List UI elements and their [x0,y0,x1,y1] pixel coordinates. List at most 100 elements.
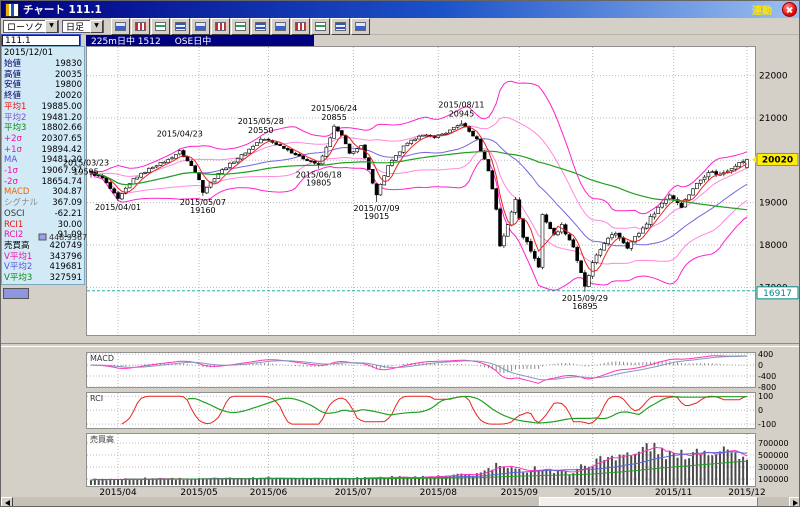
timeframe-select[interactable]: 日足 ▼ [62,19,105,33]
macd-axis-label: 0 [758,361,763,370]
quote-rows: 始値 19830 高値 20035 安値 19800 終値 20020 平均1 19885.00 平… [2,59,84,284]
price-axis-label: 20000 [759,156,788,166]
search-icon [355,21,367,31]
ma2-line [90,138,748,247]
tab-instrument[interactable]: 225m日中 1512 [91,37,161,47]
new-window-icon [215,21,227,31]
new-window-icon[interactable] [211,17,231,35]
chevron-down-icon[interactable]: ▼ [90,19,104,33]
trendline-icon[interactable] [291,17,311,35]
tick-list-icon [115,21,127,31]
chart-annotation: 20855 [321,113,346,122]
quote-row: 平均3 18802.66 [4,123,82,134]
candles [89,120,749,292]
vma2-line [90,451,748,481]
eraser-icon[interactable] [331,17,351,35]
drawing-color-swatch[interactable] [3,288,29,299]
eraser-icon [335,21,347,31]
last-price-badge [756,152,799,166]
tab-session[interactable]: OSE日中 [174,37,212,47]
vma1-line [90,446,748,481]
quote-row: RCI2 91.09 [4,230,82,241]
macd-signal-line [91,355,747,381]
volume-axis-label: 300000 [758,463,789,472]
quote-row: MA 19481.20 [4,155,82,166]
chart-type-select[interactable]: ローソク ▼ [3,19,60,33]
bollinger-upper2-line [90,80,748,215]
symbol-input[interactable] [2,35,80,46]
instrument-tabstrip: 225m日中 1512 OSE日中 [86,35,314,47]
chart-type-value: ローソク [7,22,44,33]
mini-chart-icon[interactable] [151,17,171,35]
rci1-line [121,395,748,425]
rci-plot-bg [86,392,756,429]
price-axis-label: 19000 [759,199,788,209]
triangle-right-icon [792,499,798,506]
chart-annotation: 2015/07/09 [353,204,399,213]
chart-annotation: 2015/04/01 [95,203,141,212]
scroll-right-button[interactable] [789,497,799,506]
window-title: チャート 111.1 [23,4,102,16]
quote-row: 平均2 19481.20 [4,112,82,123]
macd-plot-bg [86,352,756,388]
multi-chart-icon [175,21,187,31]
chart-annotation: 2015/06/24 [311,104,357,113]
toolbar-icons [111,17,371,35]
volume-axis-label: 100000 [758,475,789,484]
ruler-icon [255,21,267,31]
triangle-left-icon [4,499,10,506]
quote-date: 2015/12/01 [4,48,53,58]
chevron-down-icon[interactable]: ▼ [45,19,59,33]
board-icon[interactable] [131,17,151,35]
chart-annotation: 20945 [449,109,474,118]
chart-annotation: 19160 [190,206,215,215]
price-axis-label: 22000 [759,72,788,82]
quote-row: 売買高 420749 [4,240,82,251]
search-icon[interactable] [351,17,371,35]
trendline-icon [295,21,307,31]
macd-axis-label: -800 [758,383,776,392]
volume-axis-label: 700000 [758,439,789,448]
zoom-icon[interactable] [231,17,251,35]
ruler-icon[interactable] [251,17,271,35]
rci-panel-title: RCI [90,394,103,403]
main-plot-bg [86,46,756,336]
zoom-icon [235,21,247,31]
rci-layer [121,395,748,425]
low-marker-badge [756,286,799,300]
macd-axis-label: -400 [758,372,776,381]
app-icon [5,2,19,17]
link-toggle-icon[interactable] [782,2,797,17]
chart-annotation: 19015 [364,212,389,221]
quote-row: シグナル 367.09 [4,198,82,209]
tick-list-icon[interactable] [111,17,131,35]
multi-chart-icon[interactable] [171,17,191,35]
chart-annotation: 20550 [248,126,273,135]
macd-axis-label: 400 [758,350,773,359]
horizontal-scrollbar[interactable] [1,497,799,506]
titlebar[interactable]: チャート 111.1 連動 [1,1,799,18]
chart-annotation: 2015/09/29 [562,294,608,303]
ma3-line [90,150,748,211]
volume-layer [90,442,748,485]
price-axis-label: 21000 [759,114,788,124]
chart-annotation: 16895 [572,302,597,311]
scrollbar-thumb[interactable] [539,497,758,506]
crosshair-icon [275,21,287,31]
pencil-icon[interactable] [311,17,331,35]
panel-divider[interactable] [1,343,799,347]
scroll-left-button[interactable] [1,497,13,506]
timeframe-value: 日足 [66,22,85,33]
quote-row: 終値 20020 [4,91,82,102]
bollinger-lower1-line [90,148,748,265]
rci-axis-label: -100 [758,420,776,429]
macd-line [90,355,747,384]
grid-icon[interactable] [191,17,211,35]
quote-row: 高値 20035 [4,69,82,80]
price-axis-label: 17000 [759,283,788,293]
crosshair-icon[interactable] [271,17,291,35]
rci-axis-label: 0 [758,406,763,415]
macd-layer [90,355,748,384]
